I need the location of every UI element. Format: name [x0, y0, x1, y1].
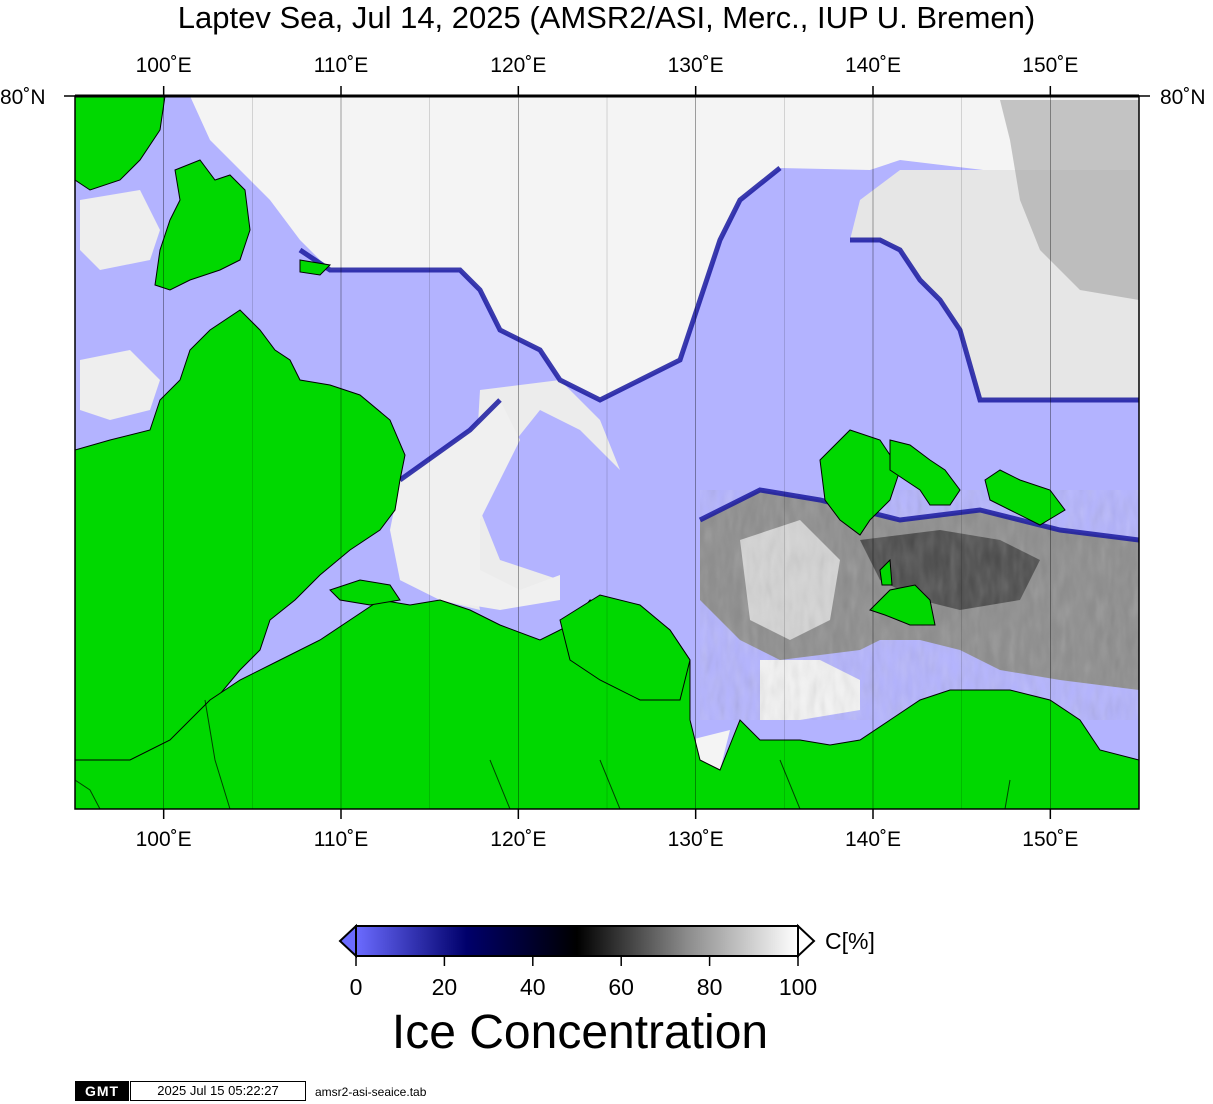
colorbar [338, 923, 816, 966]
lon-label-bottom-150: 150˚E [1022, 828, 1079, 851]
colorbar-unit: C[%] [825, 928, 875, 954]
lon-label-top-130: 130˚E [667, 54, 724, 77]
colorbar-tick-label-60: 60 [608, 974, 634, 1000]
colorbar-tick-label-20: 20 [431, 974, 458, 1000]
ice-edge [298, 166, 1139, 543]
lon-label-bottom-110: 110˚E [313, 828, 369, 851]
gmt-logo: GMT [75, 1081, 129, 1101]
colorbar-tick-label-80: 80 [696, 974, 723, 1000]
colorbar-title: Ice Concentration [391, 1006, 769, 1059]
land-borders [75, 699, 1011, 809]
lon-label-top-120: 120˚E [490, 54, 547, 77]
lon-label-bottom-130: 130˚E [667, 828, 724, 851]
lat-label-right: 80˚N [1160, 86, 1206, 109]
map-title: Laptev Sea, Jul 14, 2025 (AMSR2/ASI, Mer… [177, 0, 1036, 35]
map-area [75, 96, 1139, 809]
lon-label-bottom-140: 140˚E [844, 828, 902, 851]
lat-label-left: 80˚N [0, 86, 46, 109]
colorbar-over-triangle [797, 923, 816, 959]
footer-filename: amsr2-asi-seaice.tab [315, 1085, 427, 1099]
colorbar-gradient [355, 925, 799, 957]
lon-label-top-110: 110˚E [313, 54, 369, 77]
colorbar-tick-label-40: 40 [520, 974, 546, 1000]
tick-marks [162, 86, 1052, 819]
footer-timestamp: 2025 Jul 15 05:22:27 [130, 1081, 306, 1101]
lon-label-bottom-120: 120˚E [490, 828, 547, 851]
gridlines [163, 96, 1051, 809]
lon-label-top-150: 150˚E [1022, 54, 1079, 77]
lon-label-bottom-100: 100˚E [135, 828, 192, 851]
colorbar-under-triangle [338, 923, 357, 959]
lon-label-top-140: 140˚E [844, 54, 902, 77]
colorbar-tick-label-100: 100 [778, 974, 818, 1000]
colorbar-tick-label-0: 0 [349, 974, 363, 1000]
lon-label-top-100: 100˚E [135, 54, 192, 77]
